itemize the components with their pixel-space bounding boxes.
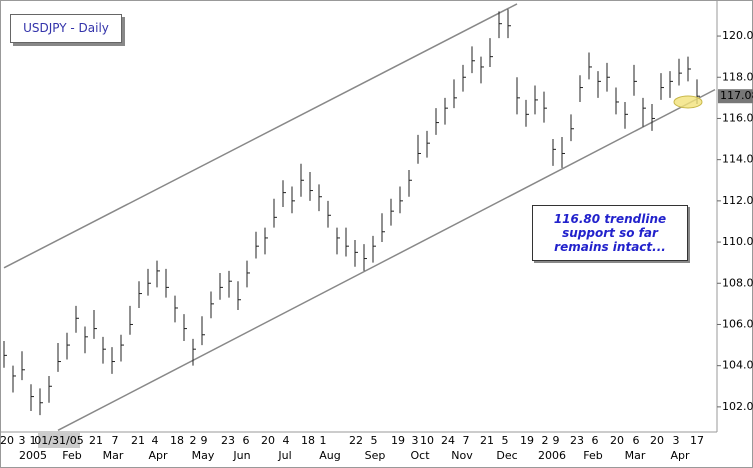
y-tick-label: 110.00 xyxy=(722,235,753,248)
date-highlight xyxy=(38,433,80,448)
x-tick-label: 7 xyxy=(463,434,470,447)
x-tick-label: 1 xyxy=(30,434,37,447)
x-tick-label: 3 xyxy=(673,434,680,447)
last-price-label: 117.08 xyxy=(720,89,753,102)
x-tick-label: 19 xyxy=(520,434,534,447)
x-tick-label: 20 xyxy=(650,434,664,447)
x-month-label: Dec xyxy=(496,449,517,462)
x-tick-label: 5 xyxy=(371,434,378,447)
x-tick-label: 6 xyxy=(592,434,599,447)
x-month-label: Oct xyxy=(410,449,430,462)
x-tick-label: 22 xyxy=(349,434,363,447)
chart-title: USDJPY - Daily xyxy=(10,14,122,43)
x-tick-label: 6 xyxy=(633,434,640,447)
y-tick-label: 108.00 xyxy=(722,276,753,289)
annotation: 116.80 trendline support so far remains … xyxy=(532,205,688,261)
y-tick-label: 120.00 xyxy=(722,29,753,42)
x-month-label: Apr xyxy=(670,449,690,462)
x-tick-label: 20 xyxy=(261,434,275,447)
trendline xyxy=(57,88,716,432)
x-tick-label: 1 xyxy=(320,434,327,447)
y-tick-label: 114.00 xyxy=(722,153,753,166)
y-tick-label: 116.00 xyxy=(722,111,753,124)
x-tick-label: 17 xyxy=(690,434,704,447)
x-month-label: 2005 xyxy=(19,449,47,462)
last-price-box xyxy=(718,89,753,104)
x-month-label: Apr xyxy=(148,449,168,462)
x-tick-label: 4 xyxy=(152,434,159,447)
x-month-label: Jun xyxy=(232,449,250,462)
x-tick-label: 5 xyxy=(502,434,509,447)
y-tick-label: 104.00 xyxy=(722,359,753,372)
x-tick-label: 9 xyxy=(553,434,560,447)
x-tick-label: 4 xyxy=(283,434,290,447)
x-month-label: Jul xyxy=(277,449,291,462)
x-tick-label: 18 xyxy=(301,434,315,447)
y-tick-label: 102.00 xyxy=(722,400,753,413)
support-highlight xyxy=(673,95,703,109)
x-tick-label: 9 xyxy=(201,434,208,447)
x-tick-label: 2 xyxy=(190,434,197,447)
x-month-label: 2006 xyxy=(538,449,566,462)
x-tick-label: 21 xyxy=(480,434,494,447)
x-tick-label: 3 xyxy=(19,434,26,447)
x-month-label: Nov xyxy=(451,449,473,462)
x-month-label: Mar xyxy=(625,449,646,462)
x-tick-label: 21 xyxy=(131,434,145,447)
x-tick-label: 21 xyxy=(89,434,103,447)
x-tick-label: 18 xyxy=(170,434,184,447)
x-tick-label: 10 xyxy=(420,434,434,447)
y-tick-label: 118.00 xyxy=(722,70,753,83)
x-tick-label: 24 xyxy=(441,434,455,447)
x-month-label: Aug xyxy=(319,449,340,462)
x-month-label: Feb xyxy=(583,449,602,462)
y-tick-label: 112.00 xyxy=(722,194,753,207)
y-tick-label: 106.00 xyxy=(722,317,753,330)
x-month-label: Feb xyxy=(62,449,81,462)
x-tick-label: 20 xyxy=(610,434,624,447)
x-tick-label: 23 xyxy=(221,434,235,447)
x-tick-label: 2 xyxy=(542,434,549,447)
x-month-label: Mar xyxy=(103,449,124,462)
x-tick-label: 7 xyxy=(112,434,119,447)
x-tick-label: 3 xyxy=(412,434,419,447)
x-month-label: Sep xyxy=(365,449,386,462)
x-tick-label: 19 xyxy=(391,434,405,447)
x-tick-label: 23 xyxy=(570,434,584,447)
x-month-label: May xyxy=(192,449,215,462)
x-tick-label: 20 xyxy=(0,434,14,447)
x-tick-label: 01/31/05 xyxy=(34,434,83,447)
trendline xyxy=(3,3,518,269)
plot: 102.00 104.00 106.00 108.00 110.00 112.00 114.… xyxy=(3,3,753,432)
x-tick-label: 6 xyxy=(243,434,250,447)
